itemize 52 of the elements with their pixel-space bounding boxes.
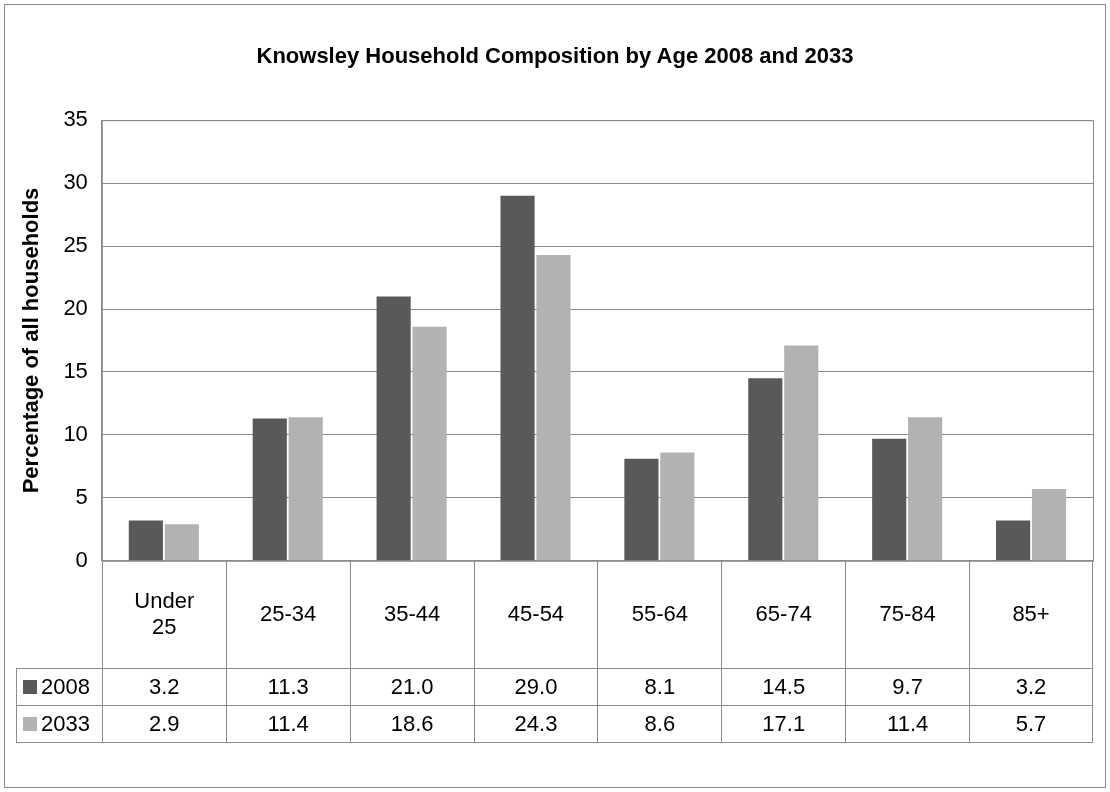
y-tick-label: 25 (63, 232, 88, 258)
bar (624, 458, 659, 561)
y-axis-title: Percentage of all households (18, 187, 44, 494)
y-tick-label: 30 (63, 169, 88, 195)
x-tick-label: Under 25 (133, 588, 196, 641)
data-label: 3.2 (101, 667, 226, 706)
bar (1031, 489, 1067, 561)
bar (288, 417, 323, 561)
x-tick-label: 25-34 (260, 601, 317, 628)
bar (784, 345, 819, 561)
y-tick-label: 20 (63, 295, 88, 321)
y-tick-label: 35 (63, 106, 88, 132)
x-tick-label: 45-54 (507, 601, 565, 628)
bar (128, 520, 163, 561)
bar (996, 520, 1031, 561)
x-tick-label: 75-84 (879, 601, 936, 628)
chart-title: Knowsley Household Composition by Age 2008 and 2033 (255, 43, 855, 69)
bar (660, 452, 695, 561)
data-label: 5.7 (969, 705, 1093, 743)
y-tick-label: 10 (63, 420, 88, 446)
bar (908, 417, 943, 561)
legend-label: 2008 (41, 674, 90, 701)
x-tick-label: 35-44 (383, 601, 441, 628)
bar (252, 418, 287, 561)
bar (872, 438, 907, 561)
bar (536, 254, 571, 561)
data-label: 8.6 (597, 705, 722, 743)
data-label: 11.4 (845, 705, 970, 743)
data-label: 11.4 (225, 705, 350, 743)
bar (376, 296, 411, 561)
y-tick-label: 5 (75, 483, 88, 509)
data-label: 24.3 (473, 705, 598, 743)
bar (412, 326, 447, 561)
data-label: 29.0 (473, 667, 598, 706)
bar (500, 195, 535, 561)
data-label: 14.5 (721, 667, 846, 706)
data-label: 18.6 (349, 705, 474, 743)
bar (164, 524, 199, 561)
x-tick-label: 85+ (1012, 601, 1050, 628)
data-label: 11.3 (225, 667, 350, 706)
legend-label: 2033 (41, 711, 90, 738)
bar (748, 378, 783, 561)
x-tick-label: 65-74 (755, 601, 812, 628)
data-label: 17.1 (721, 705, 846, 743)
y-tick-label: 0 (75, 546, 88, 572)
data-label: 21.0 (349, 667, 474, 706)
data-label: 9.7 (845, 667, 970, 706)
y-tick-label: 15 (63, 358, 88, 384)
data-label: 3.2 (969, 667, 1093, 706)
data-label: 2.9 (101, 705, 226, 743)
data-label: 8.1 (597, 667, 722, 706)
x-tick-label: 55-64 (631, 601, 688, 628)
